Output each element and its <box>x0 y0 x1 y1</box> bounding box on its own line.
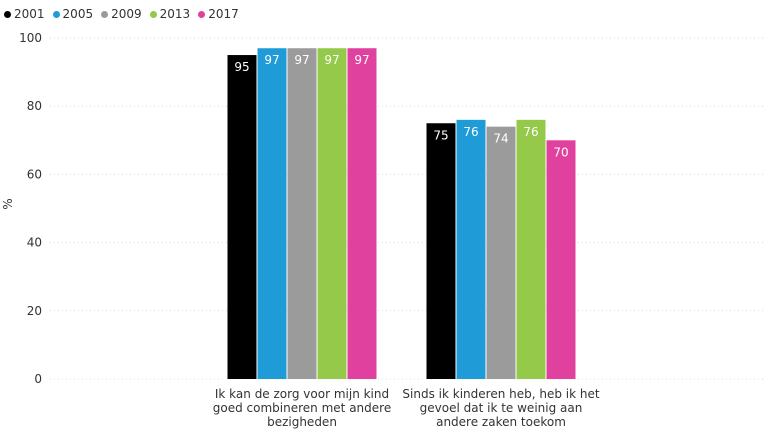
legend-label: 2009 <box>111 7 142 21</box>
legend-dot-icon <box>101 10 109 18</box>
bar-value-label: 97 <box>354 53 369 67</box>
legend-label: 2013 <box>159 7 191 21</box>
bar-2009-cat1[interactable] <box>486 126 516 379</box>
bar-2005-cat0[interactable] <box>257 48 287 379</box>
y-tick-label: 60 <box>27 167 42 181</box>
bar-value-label: 76 <box>463 125 478 139</box>
bar-value-label: 95 <box>234 60 249 74</box>
bar-2013-cat1[interactable] <box>516 119 546 379</box>
bar-value-label: 97 <box>294 53 309 67</box>
legend-dot-icon <box>4 10 11 18</box>
legend-item-2005[interactable]: 2005 <box>52 7 94 21</box>
category-label: andere zaken toekom <box>436 415 566 429</box>
category-label: gevoel dat ik te weinig aan <box>420 401 583 415</box>
category-label: Sinds ik kinderen heb, heb ik het <box>402 387 599 401</box>
y-tick-label: 0 <box>34 372 42 386</box>
y-tick-label: 100 <box>19 31 42 45</box>
y-axis-label: % <box>1 198 15 209</box>
legend-label: 2001 <box>14 7 45 21</box>
bar-value-label: 70 <box>553 145 568 159</box>
bar-2013-cat0[interactable] <box>317 48 347 379</box>
bar-2009-cat0[interactable] <box>287 48 317 379</box>
y-tick-label: 20 <box>27 304 42 318</box>
bar-value-label: 75 <box>433 128 448 142</box>
y-tick-label: 80 <box>27 99 42 113</box>
bar-2017-cat0[interactable] <box>347 48 377 379</box>
legend-label: 2017 <box>208 7 239 21</box>
legend: 2001 2005 2009 2013 2017 <box>4 6 247 22</box>
legend-item-2001[interactable]: 2001 <box>4 7 45 21</box>
bar-2001-cat0[interactable] <box>227 55 257 380</box>
bar-value-label: 97 <box>264 53 279 67</box>
bar-2005-cat1[interactable] <box>456 119 486 379</box>
legend-dot-icon <box>149 10 157 18</box>
bar-2017-cat1[interactable] <box>546 140 576 379</box>
legend-item-2013[interactable]: 2013 <box>149 7 191 21</box>
legend-item-2017[interactable]: 2017 <box>198 7 239 21</box>
legend-item-2009[interactable]: 2009 <box>101 7 142 21</box>
legend-dot-icon <box>52 10 60 18</box>
category-label: goed combineren met andere <box>213 401 391 415</box>
bar-value-label: 74 <box>493 132 508 146</box>
legend-dot-icon <box>198 10 206 18</box>
bar-value-label: 76 <box>523 125 538 139</box>
y-tick-label: 40 <box>27 236 42 250</box>
legend-label: 2005 <box>62 7 94 21</box>
bar-value-label: 97 <box>324 53 339 67</box>
bar-2001-cat1[interactable] <box>426 123 456 379</box>
category-label: bezigheden <box>267 415 337 429</box>
category-label: Ik kan de zorg voor mijn kind <box>215 387 389 401</box>
